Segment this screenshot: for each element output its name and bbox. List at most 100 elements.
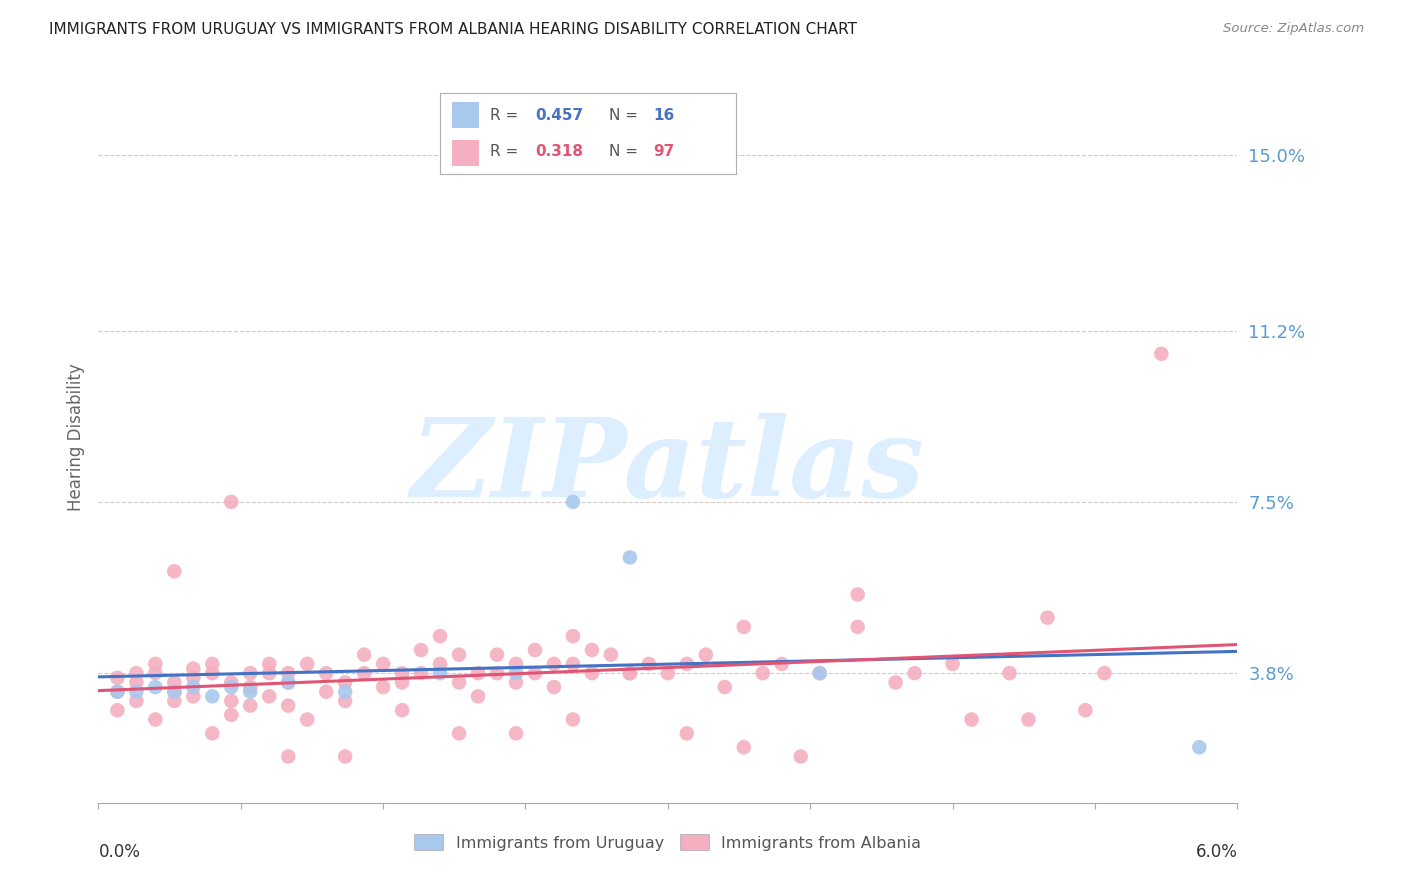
Point [183,680,205,694]
Point [619,666,641,681]
Point [733,620,755,634]
Point [335,694,357,708]
Point [353,648,375,662]
Point [335,749,357,764]
Point [904,666,927,681]
Text: ZIPatlas: ZIPatlas [411,413,925,520]
Point [183,690,205,704]
Point [107,703,129,717]
Point [581,643,603,657]
Point [562,657,585,671]
Point [315,666,337,681]
Point [201,657,224,671]
Point [239,698,262,713]
Point [221,495,243,509]
Point [449,648,471,662]
Point [998,666,1021,681]
Point [960,713,983,727]
Point [297,657,319,671]
Point [277,675,299,690]
Point [371,680,394,694]
Point [524,643,547,657]
Point [145,680,167,694]
Point [145,666,167,681]
Point [221,675,243,690]
Point [277,749,299,764]
Point [145,657,167,671]
Point [1188,740,1211,755]
Text: 6.0%: 6.0% [1195,843,1237,861]
Point [391,675,413,690]
Point [543,657,565,671]
Point [183,671,205,685]
Text: 0.0%: 0.0% [98,843,141,861]
Point [315,684,337,698]
Point [297,713,319,727]
Point [201,690,224,704]
Point [524,666,547,681]
Legend: Immigrants from Uruguay, Immigrants from Albania: Immigrants from Uruguay, Immigrants from… [408,828,928,857]
Point [884,675,907,690]
Point [808,666,831,681]
Point [846,587,869,601]
Point [125,684,148,698]
Point [277,666,299,681]
Point [391,666,413,681]
Point [619,550,641,565]
Point [125,694,148,708]
Point [107,671,129,685]
Point [846,620,869,634]
Point [183,661,205,675]
Point [1074,703,1097,717]
Point [638,657,661,671]
Point [543,680,565,694]
Point [259,666,281,681]
Point [239,666,262,681]
Point [505,726,527,740]
Point [790,749,813,764]
Point [562,713,585,727]
Point [163,565,186,579]
Point [657,666,679,681]
Point [505,657,527,671]
Point [600,648,623,662]
Point [411,666,433,681]
Point [581,666,603,681]
Point [201,726,224,740]
Point [714,680,737,694]
Point [562,495,585,509]
Point [239,680,262,694]
Point [201,666,224,681]
Point [163,684,186,698]
Point [752,666,775,681]
Point [619,666,641,681]
Point [505,666,527,681]
Point [221,694,243,708]
Point [429,666,451,681]
Point [277,698,299,713]
Point [676,657,699,671]
Point [107,684,129,698]
Point [335,675,357,690]
Point [145,713,167,727]
Point [259,657,281,671]
Point [239,684,262,698]
Point [733,740,755,755]
Point [277,675,299,690]
Point [391,703,413,717]
Point [335,684,357,698]
Point [1094,666,1116,681]
Point [371,657,394,671]
Y-axis label: Hearing Disability: Hearing Disability [66,363,84,511]
Point [107,684,129,698]
Point [486,666,509,681]
Point [221,680,243,694]
Point [125,666,148,681]
Point [429,629,451,643]
Point [163,675,186,690]
Text: Source: ZipAtlas.com: Source: ZipAtlas.com [1223,22,1364,36]
Point [353,666,375,681]
Point [695,648,717,662]
Point [1036,610,1059,624]
Point [449,726,471,740]
